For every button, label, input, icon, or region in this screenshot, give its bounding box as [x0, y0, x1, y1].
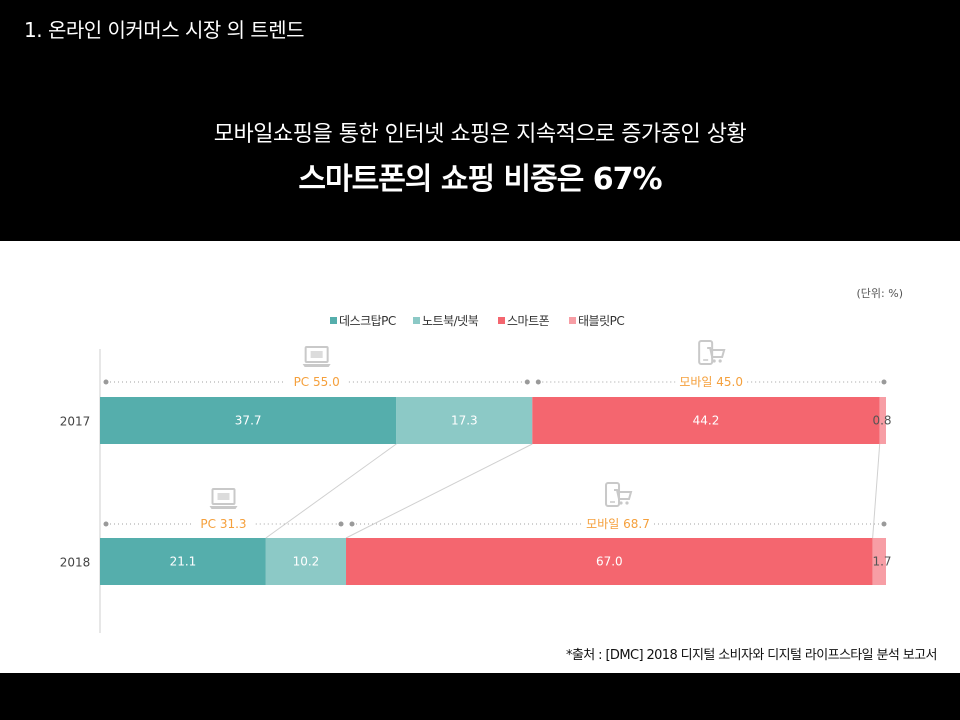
legend-label-4: 태블릿PC: [578, 314, 624, 328]
bracket-mobile-2017-dot-right: [881, 379, 887, 385]
bar-2018-series-2: [265, 538, 347, 585]
data-label-2018-series-1: 21.1: [170, 555, 197, 569]
bar-2017-series-4: [879, 397, 886, 444]
bar-2017-series-1: [100, 397, 397, 444]
bracket-pc-2017-label: PC 55.0: [294, 375, 340, 389]
stacked-bar-chart: (단위: %) 데스크탑PC 노트북/넷북 스마트폰 태블릿PC 2017 37.7 17.3…: [60, 287, 903, 633]
connector-line-3: [872, 443, 881, 539]
legend-swatch-1: [330, 317, 337, 324]
header: 1. 온라인 이커머스 시장 의 트렌드 모바일쇼핑을 통한 인터넷 쇼핑은 지…: [0, 0, 960, 241]
data-label-2018-series-3: 67.0: [596, 555, 623, 569]
mobile-cart-icon-2017: [698, 340, 726, 365]
legend-swatch-4: [569, 317, 576, 324]
source-note: *출처 : [DMC] 2018 디지털 소비자와 디지털 라이프스타일 분석 …: [566, 648, 937, 663]
subheadline: 스마트폰의 쇼핑 비중은 67%: [298, 162, 662, 197]
bracket-mobile-2017-dot-left: [535, 379, 541, 385]
data-label-2017-series-2: 17.3: [451, 414, 478, 428]
bracket-pc-2018-dot-left: [103, 521, 109, 527]
bracket-pc-2018-dot-right: [338, 521, 344, 527]
bracket-mobile-2018-label: 모바일 68.7: [586, 517, 650, 531]
bar-2017-series-3: [532, 397, 880, 444]
data-label-2017-series-4: 0.8: [872, 414, 891, 428]
category-label-2018: 2018: [60, 556, 91, 570]
connector-line-2: [345, 443, 533, 539]
bracket-mobile-2017-label: 모바일 45.0: [679, 375, 743, 389]
bracket-mobile-2018-dot-right: [881, 521, 887, 527]
bracket-pc-2017-dot-right: [524, 379, 530, 385]
bar-2018-series-1: [100, 538, 266, 585]
laptop-icon-2017: [302, 346, 331, 367]
bar-2018-series-4: [872, 538, 886, 585]
data-label-2017-series-1: 37.7: [235, 414, 262, 428]
section-title: 1. 온라인 이커머스 시장 의 트렌드: [24, 18, 305, 42]
headline: 모바일쇼핑을 통한 인터넷 쇼핑은 지속적으로 증가중인 상황: [213, 122, 747, 147]
bracket-mobile-2018-dot-left: [349, 521, 355, 527]
chart-panel: (단위: %) 데스크탑PC 노트북/넷북 스마트폰 태블릿PC 2017 37.7 17.3…: [0, 241, 960, 673]
category-label-2017: 2017: [60, 415, 91, 429]
legend-label-2: 노트북/넷북: [422, 314, 479, 328]
legend-label-3: 스마트폰: [507, 314, 550, 328]
data-label-2017-series-3: 44.2: [693, 414, 720, 428]
unit-label: (단위: %): [857, 287, 903, 300]
bar-2017-series-2: [396, 397, 533, 444]
bracket-pc-2017-dot-left: [103, 379, 109, 385]
legend-label-1: 데스크탑PC: [339, 314, 396, 328]
bottom-bar: [0, 673, 960, 720]
data-label-2018-series-4: 1.7: [872, 555, 891, 569]
bracket-pc-2018-label: PC 31.3: [200, 517, 246, 531]
connector-line-1: [265, 443, 397, 539]
data-label-2018-series-2: 10.2: [293, 555, 320, 569]
mobile-cart-icon-2018: [605, 482, 633, 507]
legend-swatch-2: [413, 317, 420, 324]
bar-2018-series-3: [346, 538, 873, 585]
laptop-icon-2018: [209, 488, 238, 509]
legend-swatch-3: [498, 317, 505, 324]
